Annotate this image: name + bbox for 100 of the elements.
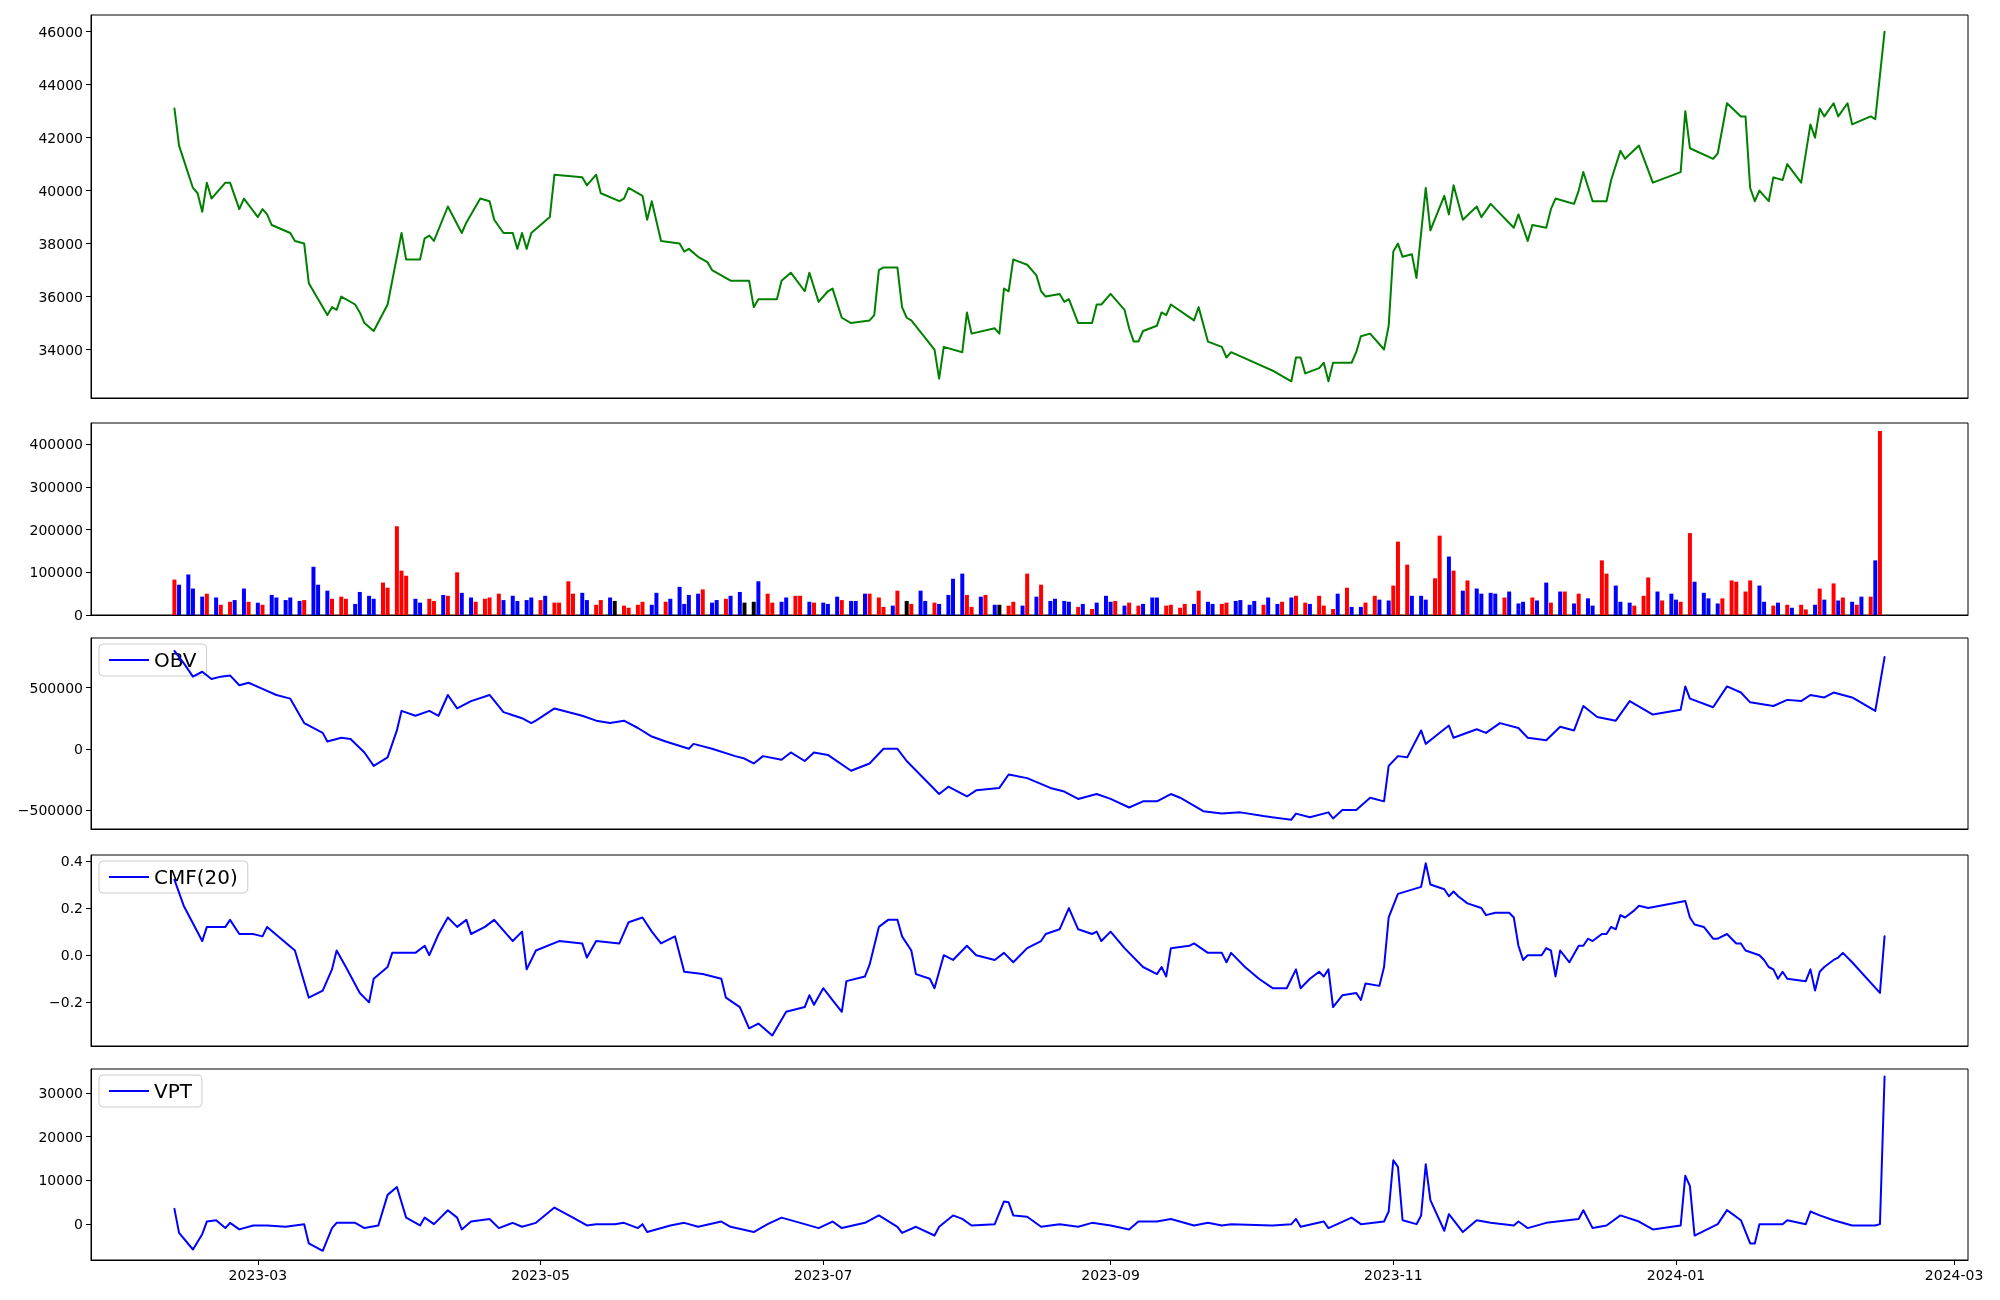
bar bbox=[1548, 602, 1553, 615]
bar bbox=[1154, 597, 1159, 615]
bar bbox=[1460, 590, 1465, 615]
bar bbox=[1395, 541, 1400, 615]
bar bbox=[343, 598, 348, 615]
bar bbox=[1516, 603, 1521, 615]
bar bbox=[473, 601, 478, 615]
bar bbox=[1729, 580, 1734, 615]
bar bbox=[1850, 601, 1855, 615]
y-tick-label: 0 bbox=[74, 1216, 83, 1233]
y-tick-label: 36000 bbox=[38, 288, 83, 305]
bar bbox=[1280, 601, 1285, 615]
bar bbox=[1178, 607, 1183, 615]
bar bbox=[932, 602, 937, 615]
bar bbox=[677, 586, 682, 615]
y-tick-label: 0 bbox=[74, 607, 83, 623]
bar bbox=[1252, 600, 1257, 615]
bar bbox=[1877, 431, 1882, 615]
bar bbox=[269, 594, 274, 615]
bar bbox=[218, 604, 223, 615]
bar bbox=[1775, 602, 1780, 615]
y-tick-label: 100000 bbox=[29, 564, 83, 581]
bar bbox=[654, 592, 659, 615]
bar bbox=[1859, 596, 1864, 615]
bar bbox=[918, 590, 923, 615]
bar bbox=[529, 597, 534, 615]
bar bbox=[441, 594, 446, 615]
x-tick-label: 2023-03 bbox=[228, 1267, 288, 1283]
bar bbox=[1613, 585, 1618, 615]
bar bbox=[431, 600, 436, 615]
bar bbox=[1437, 535, 1442, 615]
bar bbox=[543, 595, 548, 615]
bar bbox=[696, 593, 701, 615]
bar bbox=[1530, 597, 1535, 615]
bar bbox=[895, 590, 900, 615]
bar bbox=[1331, 609, 1336, 615]
y-tick-label: 44000 bbox=[38, 76, 83, 93]
bar bbox=[821, 602, 826, 615]
bar bbox=[1558, 591, 1563, 615]
bar bbox=[1039, 584, 1044, 615]
bar bbox=[186, 574, 191, 615]
bar bbox=[1136, 605, 1141, 615]
bar bbox=[867, 593, 872, 615]
bar bbox=[779, 601, 784, 615]
bar bbox=[890, 605, 895, 615]
bar bbox=[297, 600, 302, 615]
bar bbox=[1349, 606, 1354, 615]
bar bbox=[487, 597, 492, 615]
bar bbox=[1363, 602, 1368, 615]
y-tick-label: 30000 bbox=[38, 1085, 83, 1102]
bar bbox=[1465, 580, 1470, 615]
bar bbox=[510, 595, 515, 615]
bar bbox=[784, 597, 789, 615]
bar bbox=[1233, 600, 1238, 615]
bar bbox=[413, 598, 418, 615]
bar bbox=[469, 597, 474, 615]
bar bbox=[330, 598, 334, 615]
bar bbox=[978, 596, 983, 615]
bar bbox=[909, 603, 914, 615]
bar bbox=[1576, 593, 1581, 615]
bar bbox=[1066, 601, 1071, 615]
bar bbox=[1094, 602, 1099, 615]
bar bbox=[1261, 604, 1266, 615]
bar bbox=[1507, 591, 1512, 615]
bar bbox=[1150, 597, 1155, 615]
bar bbox=[1419, 595, 1424, 615]
bar bbox=[1141, 603, 1146, 615]
bar bbox=[339, 596, 344, 615]
bar bbox=[1868, 596, 1873, 615]
y-tick-label: 400000 bbox=[29, 436, 83, 453]
bar bbox=[937, 603, 942, 615]
bar bbox=[1423, 599, 1428, 615]
x-tick-label: 2023-11 bbox=[1364, 1267, 1423, 1283]
bar bbox=[1692, 581, 1697, 615]
bar bbox=[1335, 593, 1340, 615]
bar bbox=[1113, 600, 1118, 615]
bar bbox=[538, 600, 543, 615]
bar bbox=[1655, 591, 1660, 615]
bar bbox=[1572, 603, 1577, 615]
bar bbox=[728, 595, 733, 615]
bar bbox=[626, 607, 631, 615]
bar bbox=[1020, 605, 1025, 615]
bar bbox=[367, 595, 372, 615]
y-tick-label: 34000 bbox=[38, 341, 83, 358]
bar bbox=[288, 597, 293, 615]
bar bbox=[1474, 588, 1479, 615]
bar bbox=[1687, 533, 1692, 615]
bar bbox=[1011, 601, 1016, 615]
y-tick-label: 0.0 bbox=[60, 947, 83, 964]
bar bbox=[1062, 600, 1067, 615]
x-tick-label: 2023-05 bbox=[511, 1267, 570, 1283]
bar bbox=[1372, 595, 1377, 615]
bar bbox=[1831, 583, 1836, 615]
bar bbox=[756, 581, 761, 615]
bar bbox=[594, 604, 599, 615]
bar bbox=[608, 597, 613, 615]
bar bbox=[459, 592, 464, 615]
bar bbox=[1358, 606, 1363, 615]
y-tick-label: −500000 bbox=[17, 801, 83, 818]
bar bbox=[1034, 596, 1039, 615]
